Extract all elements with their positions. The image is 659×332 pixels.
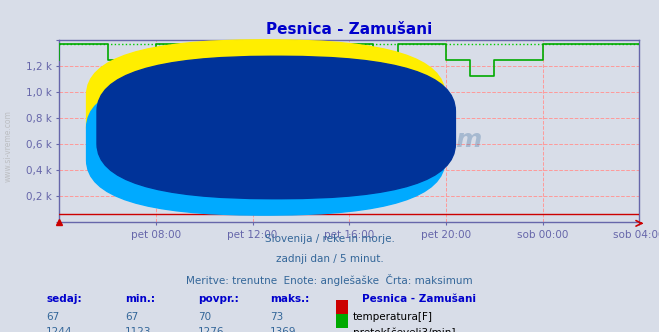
Text: Pesnica - Zamušani: Pesnica - Zamušani [362, 294, 476, 304]
Text: 1369: 1369 [270, 327, 297, 332]
Text: min.:: min.: [125, 294, 156, 304]
Text: Slovenija / reke in morje.: Slovenija / reke in morje. [264, 234, 395, 244]
Title: Pesnica - Zamušani: Pesnica - Zamušani [266, 22, 432, 37]
Text: www.si-vreme.com: www.si-vreme.com [3, 110, 13, 182]
Text: povpr.:: povpr.: [198, 294, 239, 304]
Text: 67: 67 [125, 312, 138, 322]
Text: 67: 67 [46, 312, 59, 322]
FancyBboxPatch shape [86, 73, 445, 215]
Text: temperatura[F]: temperatura[F] [353, 312, 432, 322]
Text: zadnji dan / 5 minut.: zadnji dan / 5 minut. [275, 254, 384, 264]
Text: sedaj:: sedaj: [46, 294, 82, 304]
Text: pretok[čevelj3/min]: pretok[čevelj3/min] [353, 327, 455, 332]
FancyBboxPatch shape [97, 56, 455, 199]
Text: 1123: 1123 [125, 327, 152, 332]
Text: Meritve: trenutne  Enote: anglešaške  Črta: maksimum: Meritve: trenutne Enote: anglešaške Črta… [186, 274, 473, 286]
Text: 70: 70 [198, 312, 211, 322]
Text: 73: 73 [270, 312, 283, 322]
FancyBboxPatch shape [86, 40, 445, 182]
Text: maks.:: maks.: [270, 294, 310, 304]
Text: 1244: 1244 [46, 327, 72, 332]
Text: 1276: 1276 [198, 327, 224, 332]
Text: www.si-vreme.com: www.si-vreme.com [215, 128, 483, 152]
